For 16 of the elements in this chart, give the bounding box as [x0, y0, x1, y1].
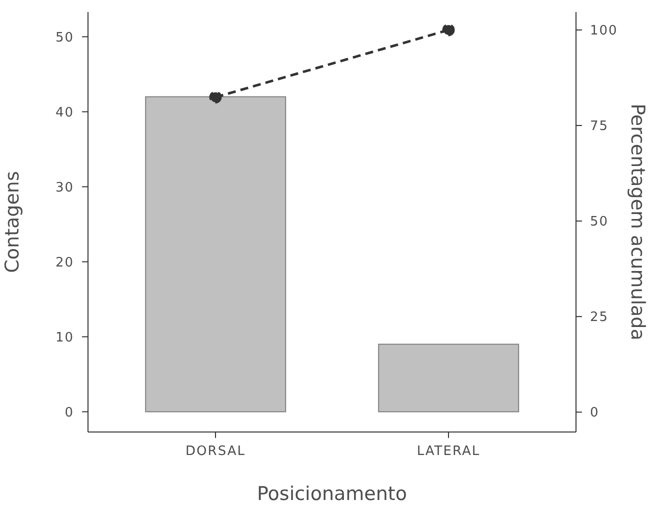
x-axis-title: Posicionamento: [257, 483, 407, 505]
y2-axis-title: Percentagem acumulada: [626, 104, 648, 340]
y2-tick-label: 25: [590, 310, 609, 326]
y2-tick-label: 100: [590, 24, 618, 39]
y-tick-label: 0: [64, 405, 74, 420]
x-tick-label: DORSAL: [186, 444, 246, 460]
y2-tick-label: 75: [590, 119, 609, 134]
y2-tick-label: 0: [590, 406, 600, 421]
x-tick-label: LATERAL: [416, 444, 480, 460]
y-tick-label: 20: [55, 255, 74, 270]
y-tick-label: 30: [55, 180, 74, 196]
y-axis-title: Contagens: [2, 171, 24, 273]
y-tick-label: 50: [55, 30, 74, 46]
y2-tick-label: 50: [590, 214, 609, 230]
y-tick-label: 40: [55, 105, 74, 120]
y-tick-label: 10: [55, 330, 74, 346]
